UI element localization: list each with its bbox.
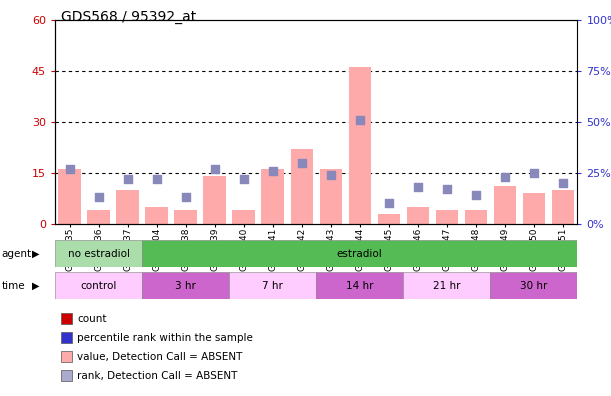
Bar [232,210,255,224]
Bar [316,272,403,299]
Bar [436,210,458,224]
Bar [145,207,168,224]
Point [355,116,365,123]
Text: 3 hr: 3 hr [175,280,196,291]
Bar [290,149,313,224]
Text: percentile rank within the sample: percentile rank within the sample [77,333,253,343]
Bar [378,213,400,224]
Bar [142,240,577,267]
Point [471,192,481,198]
Point [152,176,161,182]
Point [529,169,539,176]
Point [297,159,307,166]
Point [239,176,249,182]
Bar [552,190,574,224]
Point [413,184,423,190]
Bar [55,272,142,299]
Bar [262,169,284,224]
Text: rank, Detection Call = ABSENT: rank, Detection Call = ABSENT [77,371,237,381]
Text: ▶: ▶ [32,249,39,259]
Bar [494,187,516,224]
Text: control: control [80,280,117,291]
Point [93,194,103,200]
Text: estradiol: estradiol [337,249,382,259]
Bar [348,67,371,224]
Point [65,166,75,172]
Text: time: time [1,280,25,291]
Text: 30 hr: 30 hr [520,280,547,291]
Text: 14 hr: 14 hr [346,280,373,291]
Bar [490,272,577,299]
Text: no estradiol: no estradiol [68,249,130,259]
Text: ▶: ▶ [32,280,39,291]
Point [500,174,510,180]
Point [326,171,335,178]
Text: 21 hr: 21 hr [433,280,461,291]
Bar [142,272,229,299]
Bar [522,193,545,224]
Text: value, Detection Call = ABSENT: value, Detection Call = ABSENT [77,352,243,362]
Text: GDS568 / 95392_at: GDS568 / 95392_at [61,10,196,24]
Bar [406,207,429,224]
Bar [58,169,81,224]
Point [558,180,568,186]
Bar [203,176,226,224]
Bar [116,190,139,224]
Point [210,166,219,172]
Point [268,168,277,174]
Bar [403,272,490,299]
Bar [87,210,110,224]
Text: 7 hr: 7 hr [262,280,283,291]
Point [442,186,452,192]
Point [384,200,393,207]
Bar [320,169,342,224]
Bar [464,210,487,224]
Text: agent: agent [1,249,31,259]
Bar [174,210,197,224]
Point [181,194,191,200]
Text: count: count [77,314,106,324]
Point [123,176,133,182]
Bar [229,272,316,299]
Bar [55,240,142,267]
